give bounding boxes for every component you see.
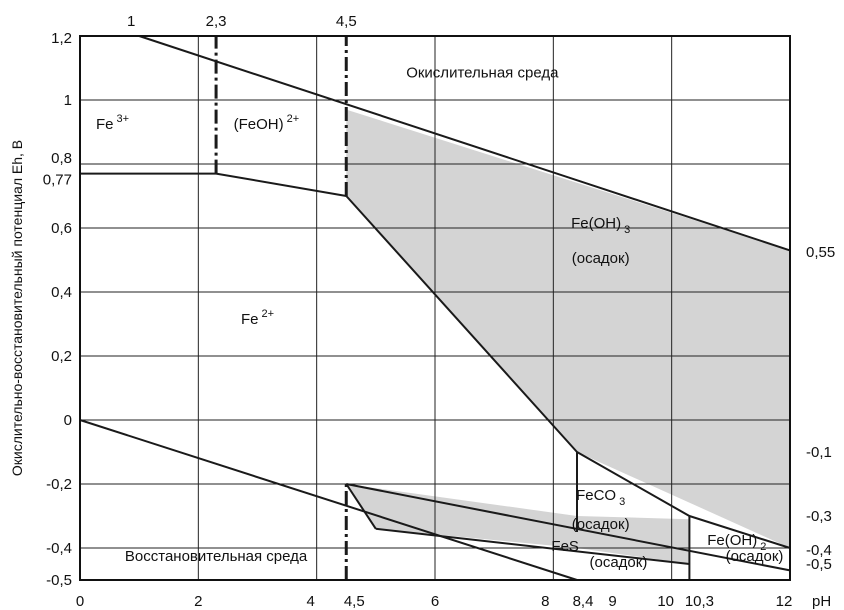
x-tick-label: 6 <box>431 593 439 610</box>
x-tick-label: 10,3 <box>685 593 714 610</box>
region-label: Fe(OH) 2 <box>707 532 766 553</box>
y-tick-label-right: -0,5 <box>806 556 832 573</box>
y-tick-label-right: -0,4 <box>806 542 832 559</box>
y-axis-label: Окислительно-восстановительный потенциал… <box>9 140 25 476</box>
top-boundary-label: 4,5 <box>336 13 357 30</box>
region-label: Окислительная среда <box>406 65 559 82</box>
top-boundary-label: 1 <box>127 13 135 30</box>
boundary-line-4 <box>345 483 377 530</box>
y-tick-label-left: 0,6 <box>51 220 72 237</box>
x-tick-label: 4,5 <box>344 593 365 610</box>
region-label: FeS <box>551 538 579 555</box>
x-tick-label: 10 <box>657 593 674 610</box>
region-label: FeCO 3 <box>576 487 625 508</box>
y-tick-label-left: 0,2 <box>51 348 72 365</box>
shaded-region-0 <box>346 109 790 548</box>
region-label: (осадок) <box>572 516 630 533</box>
y-tick-label-right: 0,55 <box>806 244 835 261</box>
shaded-region-1 <box>346 484 690 564</box>
region-label: Fe 3+ <box>96 113 129 133</box>
boundary-line-1 <box>80 172 347 197</box>
plot-frame <box>79 35 791 581</box>
x-tick-label: 9 <box>608 593 616 610</box>
region-label: Fe 2+ <box>241 308 274 328</box>
x-tick-label: 2 <box>194 593 202 610</box>
boundary-line-2 <box>345 195 791 549</box>
x-tick-label: 4 <box>306 593 314 610</box>
y-tick-label-left: 1 <box>64 92 72 109</box>
x-tick-label: 12 <box>776 593 793 610</box>
boundary-lines <box>79 35 791 581</box>
y-tick-label-left: 0,8 <box>51 150 72 167</box>
y-tick-label-left: 1,2 <box>51 30 72 47</box>
x-tick-label: 8 <box>541 593 549 610</box>
y-tick-label-right: -0,3 <box>806 508 832 525</box>
y-tick-label-right: -0,1 <box>806 444 832 461</box>
tick-labels: 0 2 4 4,5 6 8 8,4 9 10 10,3 12 pH1,210,80,770,60,40… <box>43 13 835 610</box>
boundary-line-5 <box>346 483 791 572</box>
x-unit-label: pH <box>812 593 831 610</box>
shaded-regions <box>346 109 790 564</box>
y-tick-label-left: -0,5 <box>46 572 72 589</box>
region-label: Fe(OH) 3 <box>571 215 630 236</box>
y-tick-label-left: 0,77 <box>43 172 72 189</box>
y-tick-label-left: 0 <box>64 412 72 429</box>
region-label: (осадок) <box>572 250 630 267</box>
region-label: (FeOH) 2+ <box>234 113 300 133</box>
y-tick-label-left: 0,4 <box>51 284 72 301</box>
region-labels: Окислительная среда Fe 3+ (FeOH) 2+ Fe 2+ Fe(OH… <box>96 65 783 572</box>
region-label: (осадок) <box>726 548 784 565</box>
region-label: (осадок) <box>589 554 647 571</box>
region-label: Восстановительная среда <box>125 548 308 565</box>
grid <box>80 36 790 580</box>
y-tick-label-left: -0,4 <box>46 540 72 557</box>
boundary-line-0 <box>138 35 791 252</box>
boundary-line-3 <box>79 419 578 581</box>
boundary-line-6 <box>375 527 690 565</box>
top-boundary-label: 2,3 <box>206 13 227 30</box>
y-tick-label-left: -0,2 <box>46 476 72 493</box>
x-tick-label: 0 <box>76 593 84 610</box>
x-tick-label: 8,4 <box>573 593 594 610</box>
